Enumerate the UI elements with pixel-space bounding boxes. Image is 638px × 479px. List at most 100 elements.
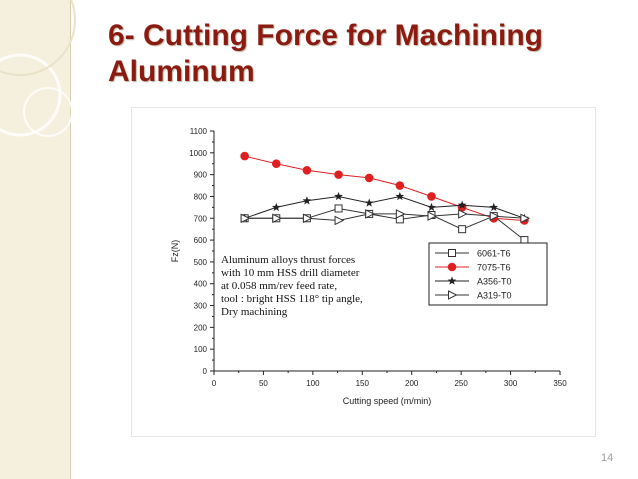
x-tick-label: 150 — [356, 379, 370, 388]
marker-circle — [364, 173, 374, 183]
marker-triangle — [302, 213, 313, 224]
x-tick-label: 0 — [212, 379, 217, 388]
y-tick-label: 1000 — [189, 149, 207, 158]
data-point-7075-T6 — [364, 173, 374, 183]
data-point-A319-T0 — [272, 213, 282, 224]
legend-marker — [448, 249, 456, 257]
data-point-7075-T6 — [334, 170, 343, 179]
data-point-A319-T0 — [365, 209, 375, 219]
data-point-A356-T0 — [395, 191, 405, 201]
y-tick-label: 500 — [194, 258, 208, 267]
marker-triangle — [365, 209, 375, 219]
data-point-A319-T0 — [302, 213, 313, 224]
marker-star — [395, 191, 405, 201]
legend-label: 7075-T6 — [477, 263, 511, 273]
y-tick-label: 400 — [194, 280, 208, 289]
data-point-A356-T0 — [334, 191, 343, 201]
marker-circle — [240, 151, 249, 161]
page-number: 14 — [601, 452, 614, 464]
marker-star — [447, 276, 457, 285]
y-axis-title: Fz(N) — [170, 240, 180, 263]
marker-circle — [395, 181, 405, 190]
marker-star — [364, 198, 374, 207]
y-tick-label: 300 — [194, 302, 208, 311]
data-point-A319-T0 — [395, 209, 406, 219]
series-line-A319-T0 — [244, 213, 525, 222]
x-tick-label: 300 — [504, 379, 518, 388]
legend-label: A356-T0 — [477, 277, 512, 287]
chart-figure: 0 100 200 300 400 500 600 700 800 900 1000 1100 0 50 1… — [131, 107, 596, 437]
marker-star — [302, 196, 312, 205]
marker-square — [448, 249, 456, 257]
data-point-A356-T0 — [364, 198, 374, 207]
legend-marker — [447, 262, 457, 272]
legend-marker — [447, 276, 457, 285]
data-point-7075-T6 — [240, 151, 249, 161]
y-tick-label: 0 — [203, 367, 208, 376]
data-point-6061-T6 — [334, 204, 343, 213]
marker-triangle — [395, 209, 406, 219]
data-point-7075-T6 — [271, 159, 281, 169]
slide-title-line1: 6- Cutting Force for Machining — [108, 19, 543, 52]
marker-circle — [302, 165, 312, 175]
data-point-A319-T0 — [334, 215, 345, 226]
marker-circle — [447, 262, 457, 272]
y-tick-label: 800 — [194, 192, 208, 201]
annotation-line: Dry machining — [221, 306, 288, 318]
marker-star — [427, 202, 436, 212]
y-tick-label: 900 — [194, 171, 208, 180]
marker-triangle — [489, 211, 500, 221]
data-point-A319-T0 — [458, 209, 468, 219]
x-axis-title: Cutting speed (m/min) — [343, 396, 432, 406]
marker-triangle — [520, 213, 531, 224]
marker-star — [489, 202, 499, 212]
sidebar-divider — [70, 0, 71, 479]
marker-triangle — [334, 215, 345, 226]
data-point-A356-T0 — [271, 202, 281, 212]
marker-star — [271, 202, 281, 212]
marker-triangle — [448, 290, 458, 300]
decorative-rings — [0, 0, 76, 137]
marker-square — [458, 225, 467, 234]
annotation-line: Aluminum alloys thrust forces — [221, 254, 355, 266]
data-point-A356-T0 — [427, 202, 436, 212]
marker-triangle — [240, 213, 251, 224]
marker-circle — [271, 159, 281, 169]
data-point-7075-T6 — [395, 181, 405, 190]
thrust-force-chart: 0 100 200 300 400 500 600 700 800 900 1000 1100 0 50 1… — [170, 127, 567, 406]
annotation-line: at 0.058 mm/rev feed rate, — [221, 280, 337, 292]
legend-label: A319-T0 — [477, 291, 512, 301]
data-point-6061-T6 — [458, 225, 467, 234]
data-point-A319-T0 — [240, 213, 251, 224]
y-tick-label: 100 — [194, 345, 208, 354]
y-tick-label: 600 — [194, 236, 208, 245]
data-point-A319-T0 — [427, 211, 438, 221]
data-point-A319-T0 — [489, 211, 500, 221]
slide-title: 6- Cutting Force for Machining Aluminum — [108, 18, 628, 90]
data-point-A356-T0 — [489, 202, 499, 212]
slide-title-line2: Aluminum — [108, 55, 255, 88]
legend-marker — [448, 290, 458, 300]
legend-label: 6061-T6 — [477, 249, 511, 259]
marker-triangle — [272, 213, 282, 224]
marker-star — [334, 191, 343, 201]
y-tick-label: 200 — [194, 323, 208, 332]
x-tick-label: 350 — [553, 379, 567, 388]
series-line-7075-T6 — [244, 155, 525, 221]
marker-triangle — [458, 209, 468, 219]
data-point-7075-T6 — [427, 192, 436, 201]
annotation-line: tool : bright HSS 118° tip angle, — [221, 293, 363, 305]
data-point-A356-T0 — [457, 200, 467, 209]
marker-circle — [427, 192, 436, 201]
marker-triangle — [427, 211, 438, 221]
marker-square — [334, 204, 343, 213]
data-point-7075-T6 — [302, 165, 312, 175]
x-tick-label: 100 — [306, 379, 320, 388]
data-point-A319-T0 — [520, 213, 531, 224]
x-tick-label: 250 — [454, 379, 468, 388]
series-line-A356-T0 — [244, 195, 525, 219]
marker-circle — [334, 170, 343, 179]
series-line-6061-T6 — [244, 207, 525, 241]
marker-star — [457, 200, 467, 209]
y-tick-label: 700 — [194, 214, 208, 223]
